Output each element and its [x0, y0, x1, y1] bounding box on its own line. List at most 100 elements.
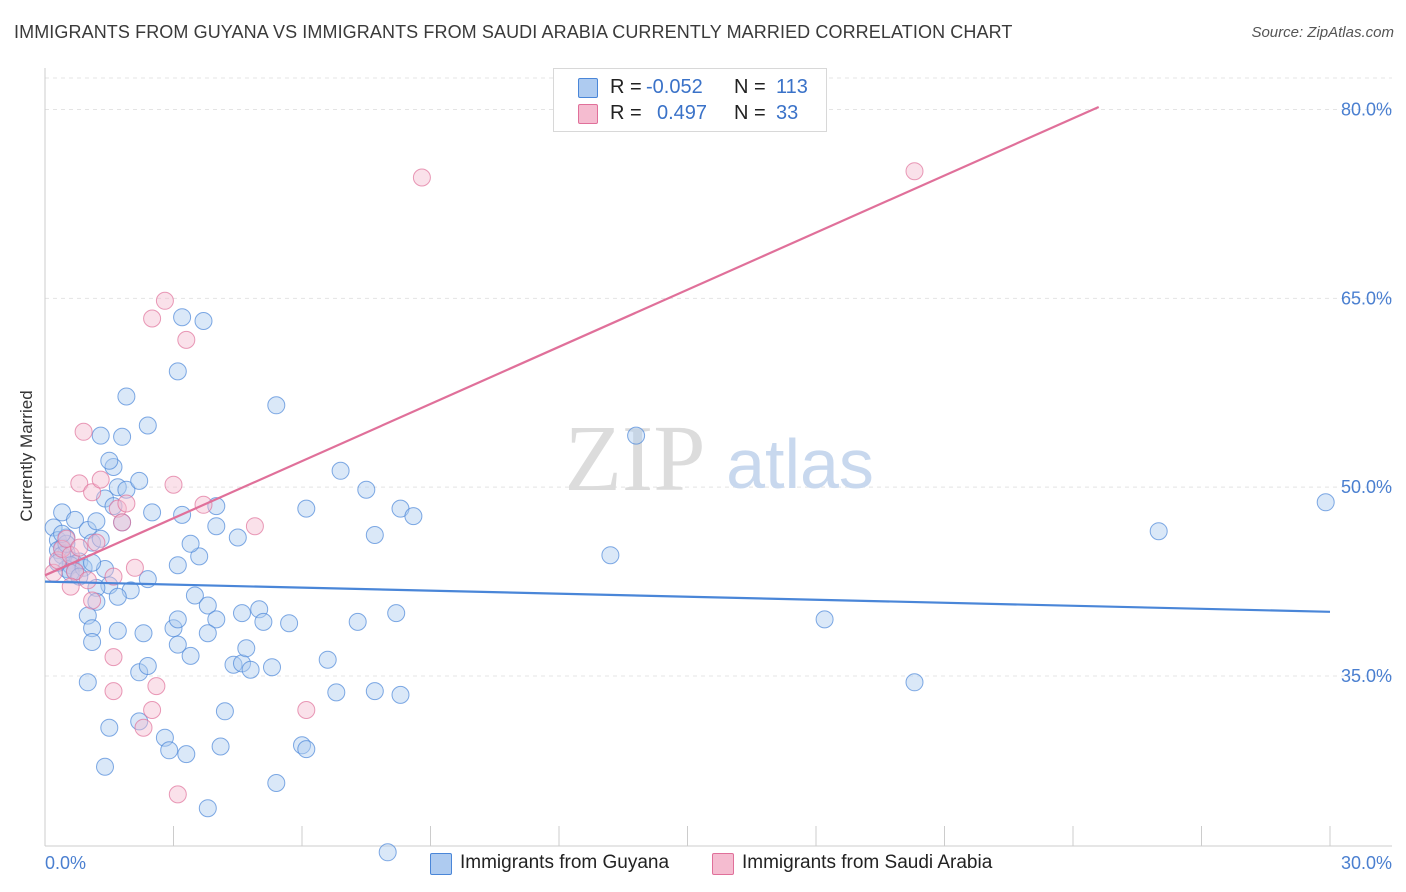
legend-n-value: 33 [776, 102, 799, 124]
legend-n-label: N = [734, 76, 766, 98]
point-saudi [297, 701, 316, 719]
point-guyana [1149, 522, 1168, 541]
point-guyana [130, 471, 149, 490]
point-guyana [138, 657, 157, 675]
point-saudi [57, 529, 76, 548]
point-saudi [168, 785, 187, 804]
point-guyana [207, 517, 226, 536]
point-saudi [70, 474, 89, 493]
point-saudi [113, 513, 132, 532]
point-guyana [357, 480, 376, 499]
point-guyana [173, 308, 192, 327]
point-guyana [1316, 493, 1335, 512]
point-guyana [87, 512, 106, 531]
point-saudi [143, 701, 162, 719]
correlation-legend: R = -0.052 N = 113 R = 0.497 N = 33 [553, 68, 827, 132]
watermark-zip: ZIP [565, 407, 706, 511]
point-guyana [198, 596, 217, 615]
point-guyana [233, 604, 251, 623]
series-saudi-points [44, 162, 924, 804]
point-guyana [327, 683, 346, 702]
point-saudi [125, 558, 144, 577]
point-guyana [365, 526, 384, 544]
y-tick-label: 65.0% [1341, 288, 1392, 308]
point-saudi [78, 571, 97, 590]
point-saudi [70, 538, 89, 557]
point-guyana [391, 685, 410, 704]
point-saudi [91, 470, 110, 489]
y-axis-title: Currently Married [17, 390, 36, 521]
point-saudi [245, 517, 264, 536]
point-guyana [267, 774, 286, 792]
trend-lines [44, 105, 1331, 613]
point-saudi [108, 499, 127, 518]
point-saudi [104, 648, 123, 667]
point-guyana [318, 650, 337, 669]
point-guyana [160, 741, 179, 760]
watermark-atlas: atlas [726, 425, 874, 503]
legend-swatch-guyana [578, 78, 598, 98]
point-saudi [104, 567, 123, 586]
point-guyana [280, 614, 299, 633]
point-guyana [194, 312, 213, 330]
point-guyana [168, 556, 187, 575]
watermark: ZIP atlas [565, 407, 874, 511]
point-guyana [181, 534, 200, 553]
point-guyana [297, 740, 316, 759]
point-saudi [155, 291, 174, 310]
point-guyana [185, 586, 204, 605]
y-tick-label: 50.0% [1341, 477, 1392, 497]
point-guyana [190, 547, 209, 566]
point-guyana [905, 673, 924, 692]
source-label: Source: ZipAtlas.com [1251, 24, 1394, 41]
point-guyana [331, 461, 350, 480]
point-guyana [108, 621, 127, 640]
point-guyana [117, 387, 136, 406]
bottom-legend-swatch-saudi [712, 853, 734, 875]
legend-n-label: N = [734, 102, 766, 124]
point-guyana [601, 546, 620, 565]
point-guyana [168, 635, 187, 654]
point-guyana [117, 480, 136, 499]
point-guyana [365, 682, 384, 701]
point-guyana [198, 624, 217, 643]
point-guyana [387, 604, 406, 623]
point-saudi [134, 718, 153, 737]
point-guyana [627, 426, 646, 445]
point-guyana [198, 799, 217, 818]
legend-r-value: 0.497 [657, 102, 708, 124]
trend-line-saudi [44, 105, 1100, 577]
point-guyana [181, 646, 200, 665]
bottom-legend-label-guyana: Immigrants from Guyana [460, 852, 670, 873]
bottom-legend-label-saudi: Immigrants from Saudi Arabia [742, 852, 993, 873]
point-guyana [113, 427, 132, 446]
legend-r-label: R = [610, 102, 642, 124]
chart-title: IMMIGRANTS FROM GUYANA VS IMMIGRANTS FRO… [14, 22, 1013, 42]
point-guyana [241, 660, 260, 679]
point-guyana [207, 610, 226, 629]
x-ticks [44, 826, 1331, 846]
point-saudi [87, 533, 106, 552]
point-saudi [412, 168, 431, 187]
point-guyana [66, 510, 84, 529]
x-tick-label-max: 30.0% [1341, 853, 1392, 873]
legend-r-value: -0.052 [646, 76, 703, 98]
point-guyana [143, 503, 162, 522]
point-guyana [228, 528, 247, 547]
point-guyana [168, 362, 187, 381]
point-guyana [134, 624, 153, 643]
point-saudi [104, 682, 123, 701]
point-guyana [91, 426, 110, 445]
point-guyana [815, 610, 834, 629]
point-guyana [108, 587, 127, 606]
y-tick-labels: 35.0% 50.0% 65.0% 80.0% [1341, 99, 1392, 686]
point-guyana [237, 639, 256, 658]
legend-swatch-saudi [578, 104, 598, 124]
point-guyana [254, 612, 273, 631]
point-saudi [74, 422, 93, 441]
point-guyana [404, 507, 423, 526]
point-guyana [168, 610, 187, 629]
legend-n-value: 113 [776, 76, 808, 98]
point-guyana [138, 416, 157, 435]
point-guyana [211, 737, 230, 756]
